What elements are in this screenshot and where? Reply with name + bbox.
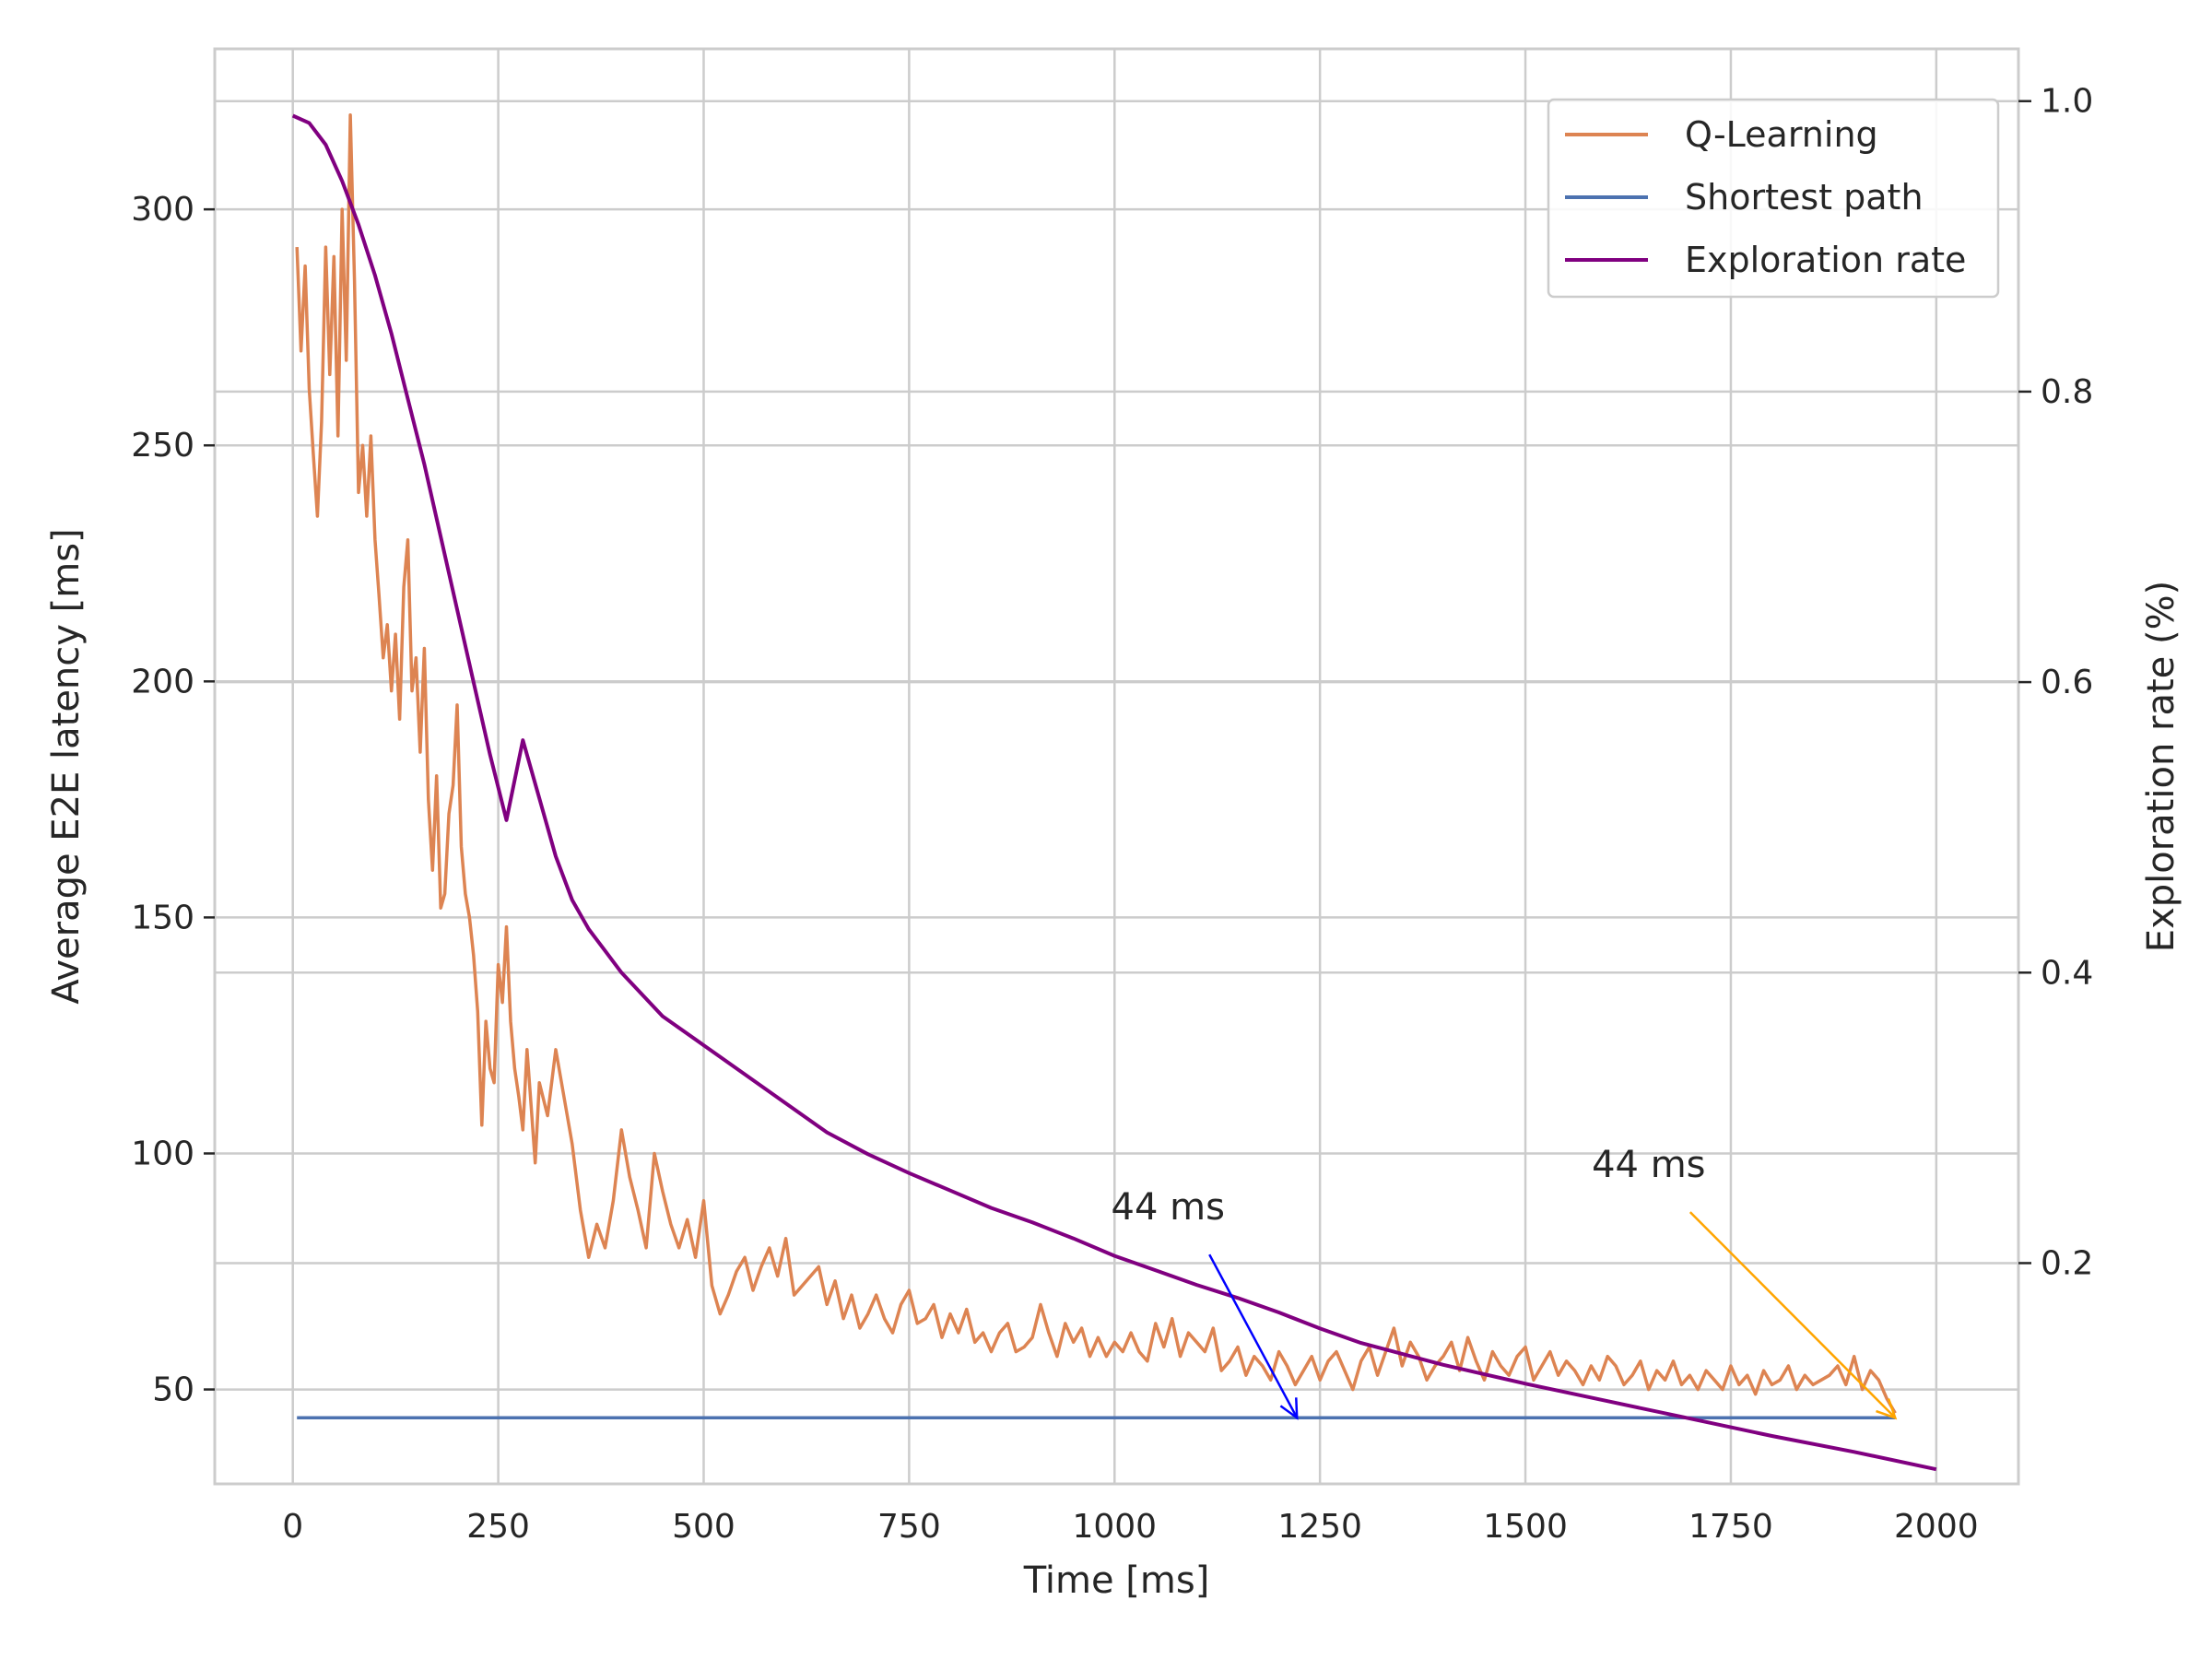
y-tick-label: 50 — [152, 1371, 194, 1409]
y-tick-label: 300 — [131, 191, 194, 229]
series-q-learning-line — [295, 112, 1897, 1415]
y2-tick-label: 0.4 — [2041, 954, 2093, 992]
x-tick-label: 500 — [672, 1508, 735, 1546]
x-tick-label: 250 — [466, 1508, 530, 1546]
legend-box — [1547, 98, 2000, 299]
plot-frame — [213, 47, 2020, 1486]
y-tick-label: 100 — [131, 1135, 194, 1172]
y-tick-label: 200 — [131, 663, 194, 700]
x-tick-label: 2000 — [1894, 1508, 1979, 1546]
annotation-arrowhead — [1876, 1398, 1898, 1420]
annotation-arrowhead — [1279, 1397, 1299, 1420]
y2-tick-label: 0.6 — [2041, 664, 2093, 701]
series-layer — [291, 112, 1937, 1472]
series-exploration-rate-line — [291, 113, 1937, 1472]
legend: Q-Learning Shortest path Exploration rate — [1547, 98, 2000, 299]
y-axis-label: Average E2E latency [ms] — [45, 528, 88, 1004]
ticks: 0 250 500 750 1000 1250 1500 1750 2000 50 100 150 20… — [131, 83, 2093, 1546]
x-tick-label: 1000 — [1072, 1508, 1157, 1546]
annotations: 44 ms 44 ms — [1112, 1144, 1898, 1420]
y2-tick-label: 0.2 — [2041, 1244, 2093, 1282]
y-tick-label: 250 — [131, 427, 194, 465]
x-axis-label: Time [ms] — [1023, 1559, 1210, 1602]
annotation-arrow — [1688, 1211, 1897, 1419]
x-tick-label: 1750 — [1688, 1508, 1773, 1546]
y-tick-label: 150 — [131, 899, 194, 936]
legend-label-q-learning: Q-Learning — [1685, 114, 1878, 155]
x-tick-label: 0 — [282, 1508, 303, 1546]
x-tick-label: 1250 — [1277, 1508, 1362, 1546]
legend-label-shortest-path: Shortest path — [1685, 177, 1924, 218]
y2-tick-label: 0.8 — [2041, 373, 2093, 411]
x-tick-label: 1500 — [1483, 1508, 1568, 1546]
annotation-arrow — [1208, 1253, 1299, 1418]
y2-tick-label: 1.0 — [2041, 83, 2093, 121]
annotation-label: 44 ms — [1112, 1186, 1225, 1229]
legend-label-exploration-rate: Exploration rate — [1685, 240, 1966, 280]
annotation-label: 44 ms — [1592, 1144, 1705, 1186]
x-tick-label: 750 — [877, 1508, 941, 1546]
y2-axis-label: Exploration rate (%) — [2140, 581, 2183, 952]
